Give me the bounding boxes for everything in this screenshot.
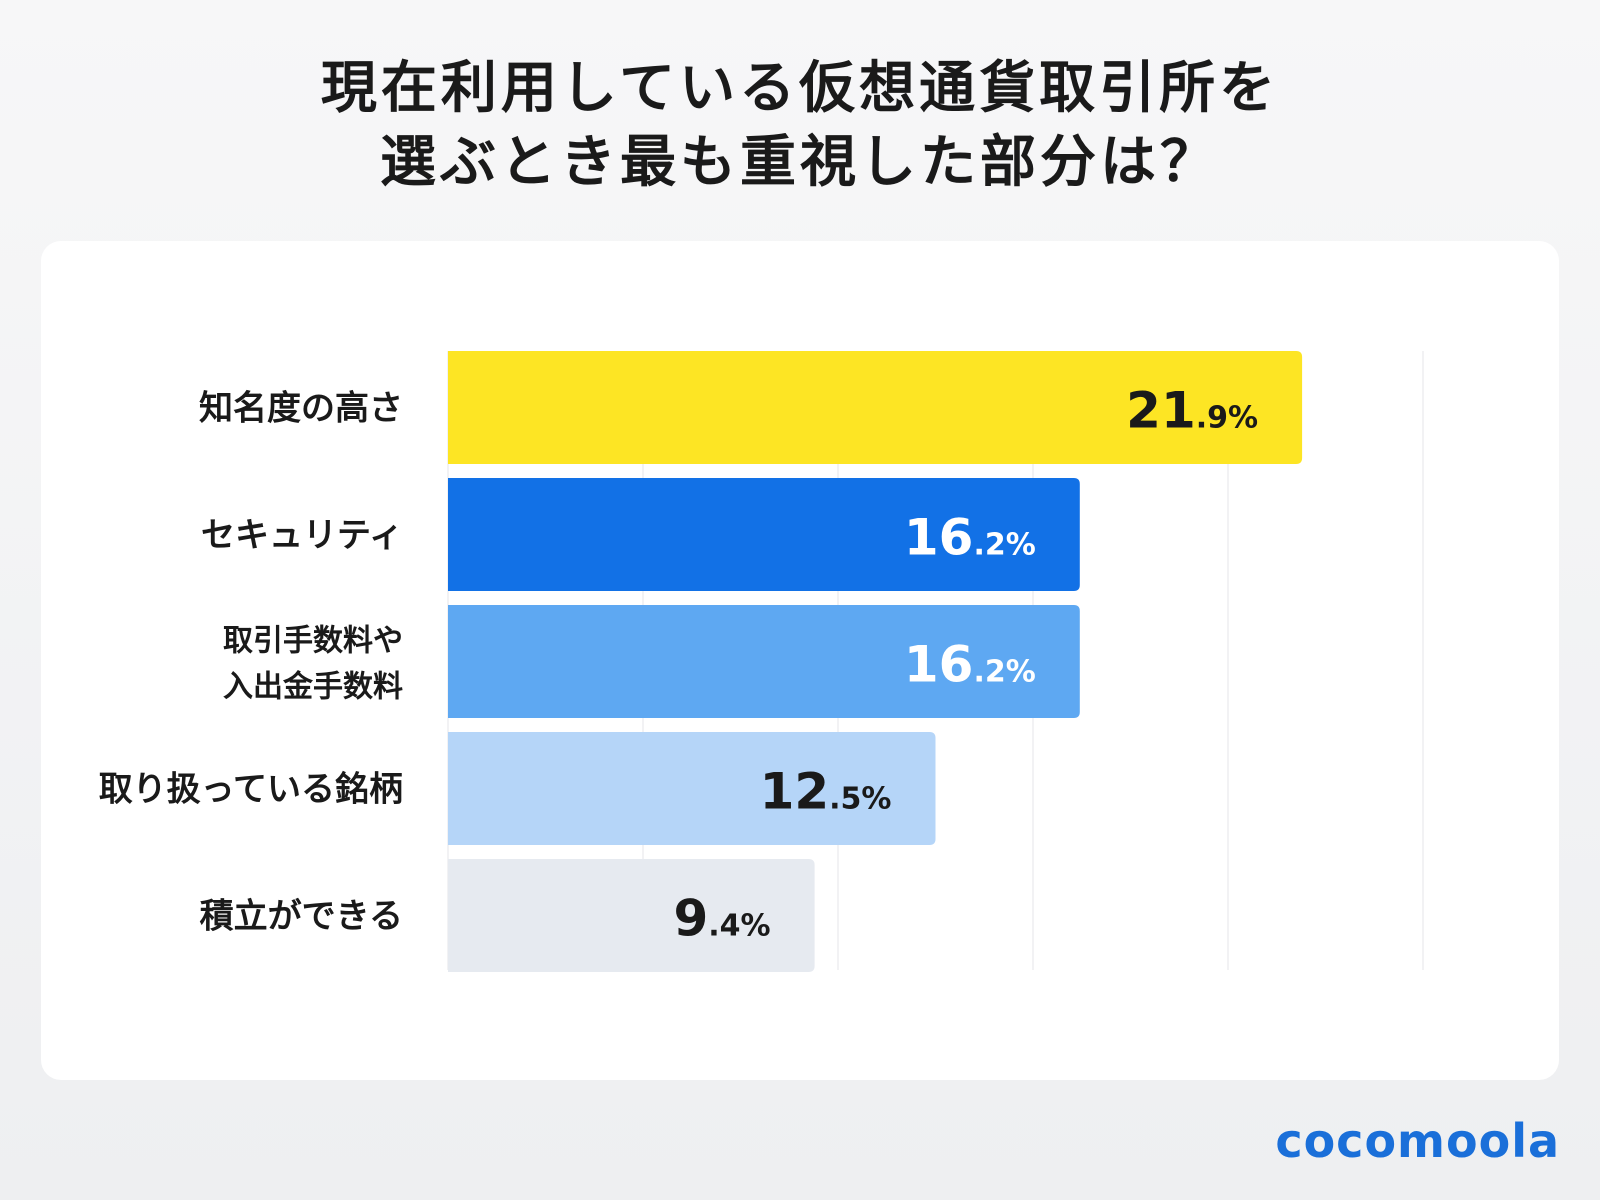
chart-title: 現在利用している仮想通貨取引所を 選ぶとき最も重視した部分は？ xyxy=(0,52,1600,200)
title-line-2: 選ぶとき最も重視した部分は？ xyxy=(380,130,1220,195)
bar xyxy=(448,478,1080,591)
category-label: 積立ができる xyxy=(200,897,403,937)
brand-logo: cocomoola xyxy=(1275,1114,1560,1168)
category-label: 知名度の高さ xyxy=(199,389,403,429)
bar xyxy=(448,351,1303,464)
category-label: 取り扱っている銘柄 xyxy=(99,770,403,810)
bar-value-label: 9.4% xyxy=(673,890,770,948)
bar-value-label: 16.2% xyxy=(904,636,1036,694)
title-line-1: 現在利用している仮想通貨取引所を xyxy=(320,56,1280,121)
bar xyxy=(448,859,815,972)
category-label: 取引手数料や入出金手数料 xyxy=(223,624,403,705)
category-label: セキュリティ xyxy=(201,516,403,556)
bar xyxy=(448,605,1080,718)
bar-value-label: 21.9% xyxy=(1126,382,1258,440)
bar xyxy=(448,732,936,845)
bar-value-label: 12.5% xyxy=(760,763,892,821)
bar-value-label: 16.2% xyxy=(904,509,1036,567)
